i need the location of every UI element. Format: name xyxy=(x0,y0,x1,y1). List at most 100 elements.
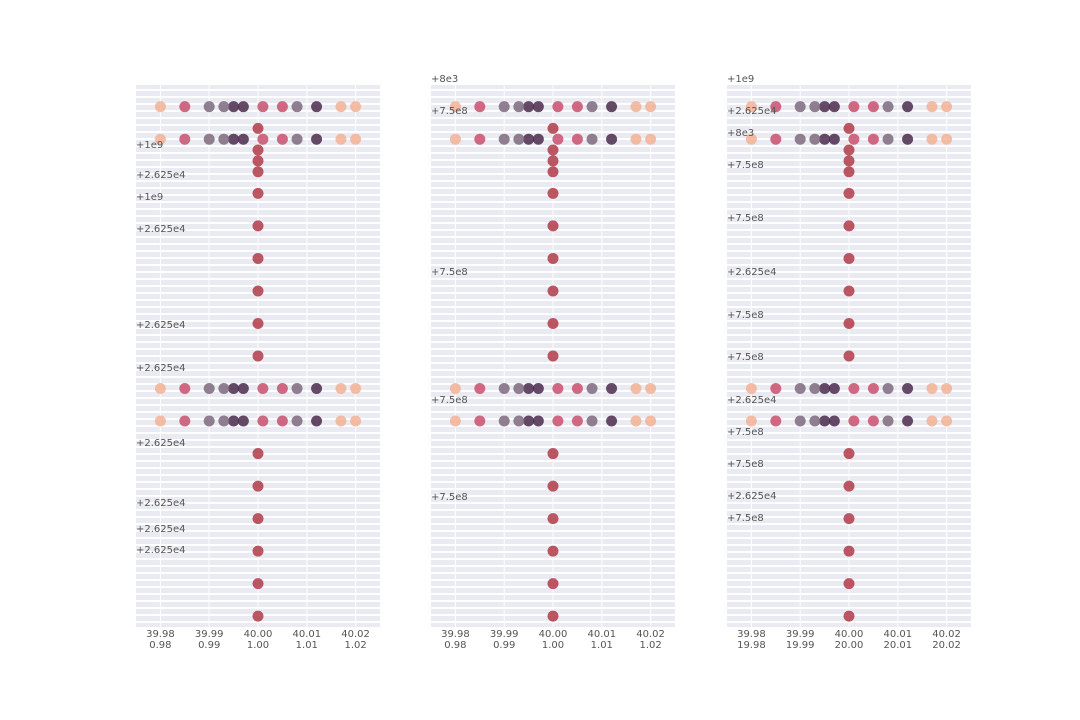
point xyxy=(237,415,249,427)
point xyxy=(311,415,323,427)
offset-label: +8e3 xyxy=(727,128,754,139)
offset-label: +7.5e8 xyxy=(431,106,468,117)
point xyxy=(218,101,230,113)
point xyxy=(252,285,264,297)
point xyxy=(586,101,598,113)
point xyxy=(532,133,544,145)
point xyxy=(902,101,914,113)
x2-tick-label: 19.98 xyxy=(737,640,766,651)
point xyxy=(882,415,894,427)
offset-label: +7.5e8 xyxy=(727,427,764,438)
point xyxy=(257,101,269,113)
point xyxy=(547,545,559,557)
point xyxy=(645,101,657,113)
point xyxy=(843,166,855,178)
point xyxy=(902,415,914,427)
offset-label: +2.625e4 xyxy=(136,170,186,181)
point xyxy=(552,133,564,145)
point xyxy=(794,415,806,427)
point xyxy=(252,480,264,492)
offset-label: +1e9 xyxy=(727,74,754,85)
point xyxy=(630,101,642,113)
point xyxy=(809,383,821,395)
point xyxy=(926,415,938,427)
point xyxy=(882,101,894,113)
point xyxy=(547,285,559,297)
point xyxy=(745,415,757,427)
point xyxy=(532,101,544,113)
point xyxy=(252,545,264,557)
point xyxy=(498,133,510,145)
x-tick-label: 39.99 xyxy=(490,629,519,640)
point xyxy=(523,133,535,145)
point xyxy=(179,415,191,427)
point xyxy=(809,415,821,427)
point xyxy=(843,122,855,134)
point xyxy=(257,415,269,427)
x-tick-label: 40.00 xyxy=(835,629,864,640)
point xyxy=(867,133,879,145)
point xyxy=(179,101,191,113)
point xyxy=(203,133,215,145)
point xyxy=(523,415,535,427)
point xyxy=(547,252,559,264)
point xyxy=(252,513,264,525)
point xyxy=(630,383,642,395)
point xyxy=(498,415,510,427)
offset-label: +2.625e4 xyxy=(727,267,777,278)
point xyxy=(154,383,166,395)
point xyxy=(179,383,191,395)
point xyxy=(843,610,855,622)
point xyxy=(843,220,855,232)
point xyxy=(745,383,757,395)
point xyxy=(276,415,288,427)
point xyxy=(586,415,598,427)
point xyxy=(311,133,323,145)
x-tick-label: 39.98 xyxy=(146,629,175,640)
x2-tick-label: 20.02 xyxy=(932,640,961,651)
point xyxy=(252,350,264,362)
x-tick-label: 40.00 xyxy=(244,629,273,640)
point xyxy=(547,578,559,590)
point xyxy=(606,383,618,395)
point xyxy=(547,448,559,460)
offset-label: +2.625e4 xyxy=(136,545,186,556)
x-tick-label: 40.02 xyxy=(341,629,370,640)
point xyxy=(474,101,486,113)
point xyxy=(252,610,264,622)
x2-tick-label: 1.00 xyxy=(247,640,269,651)
point xyxy=(547,350,559,362)
x-tick-label: 39.98 xyxy=(737,629,766,640)
point xyxy=(547,155,559,167)
offset-label: +1e9 xyxy=(136,192,163,203)
point xyxy=(257,133,269,145)
point xyxy=(770,133,782,145)
point xyxy=(252,155,264,167)
offset-label: +2.625e4 xyxy=(727,491,777,502)
point xyxy=(252,166,264,178)
point xyxy=(350,383,362,395)
point xyxy=(350,415,362,427)
point xyxy=(571,415,583,427)
x-tick-label: 40.01 xyxy=(587,629,616,640)
point xyxy=(154,133,166,145)
point xyxy=(228,415,240,427)
point xyxy=(941,101,953,113)
point xyxy=(154,101,166,113)
point xyxy=(335,101,347,113)
point xyxy=(848,101,860,113)
x-tick-label: 39.99 xyxy=(786,629,815,640)
point xyxy=(228,133,240,145)
point xyxy=(571,383,583,395)
point xyxy=(179,133,191,145)
point xyxy=(941,133,953,145)
point xyxy=(335,415,347,427)
point xyxy=(586,383,598,395)
point xyxy=(843,578,855,590)
point xyxy=(926,101,938,113)
point xyxy=(276,133,288,145)
point xyxy=(252,220,264,232)
offset-label: +2.625e4 xyxy=(136,524,186,535)
point xyxy=(449,133,461,145)
point xyxy=(819,101,831,113)
